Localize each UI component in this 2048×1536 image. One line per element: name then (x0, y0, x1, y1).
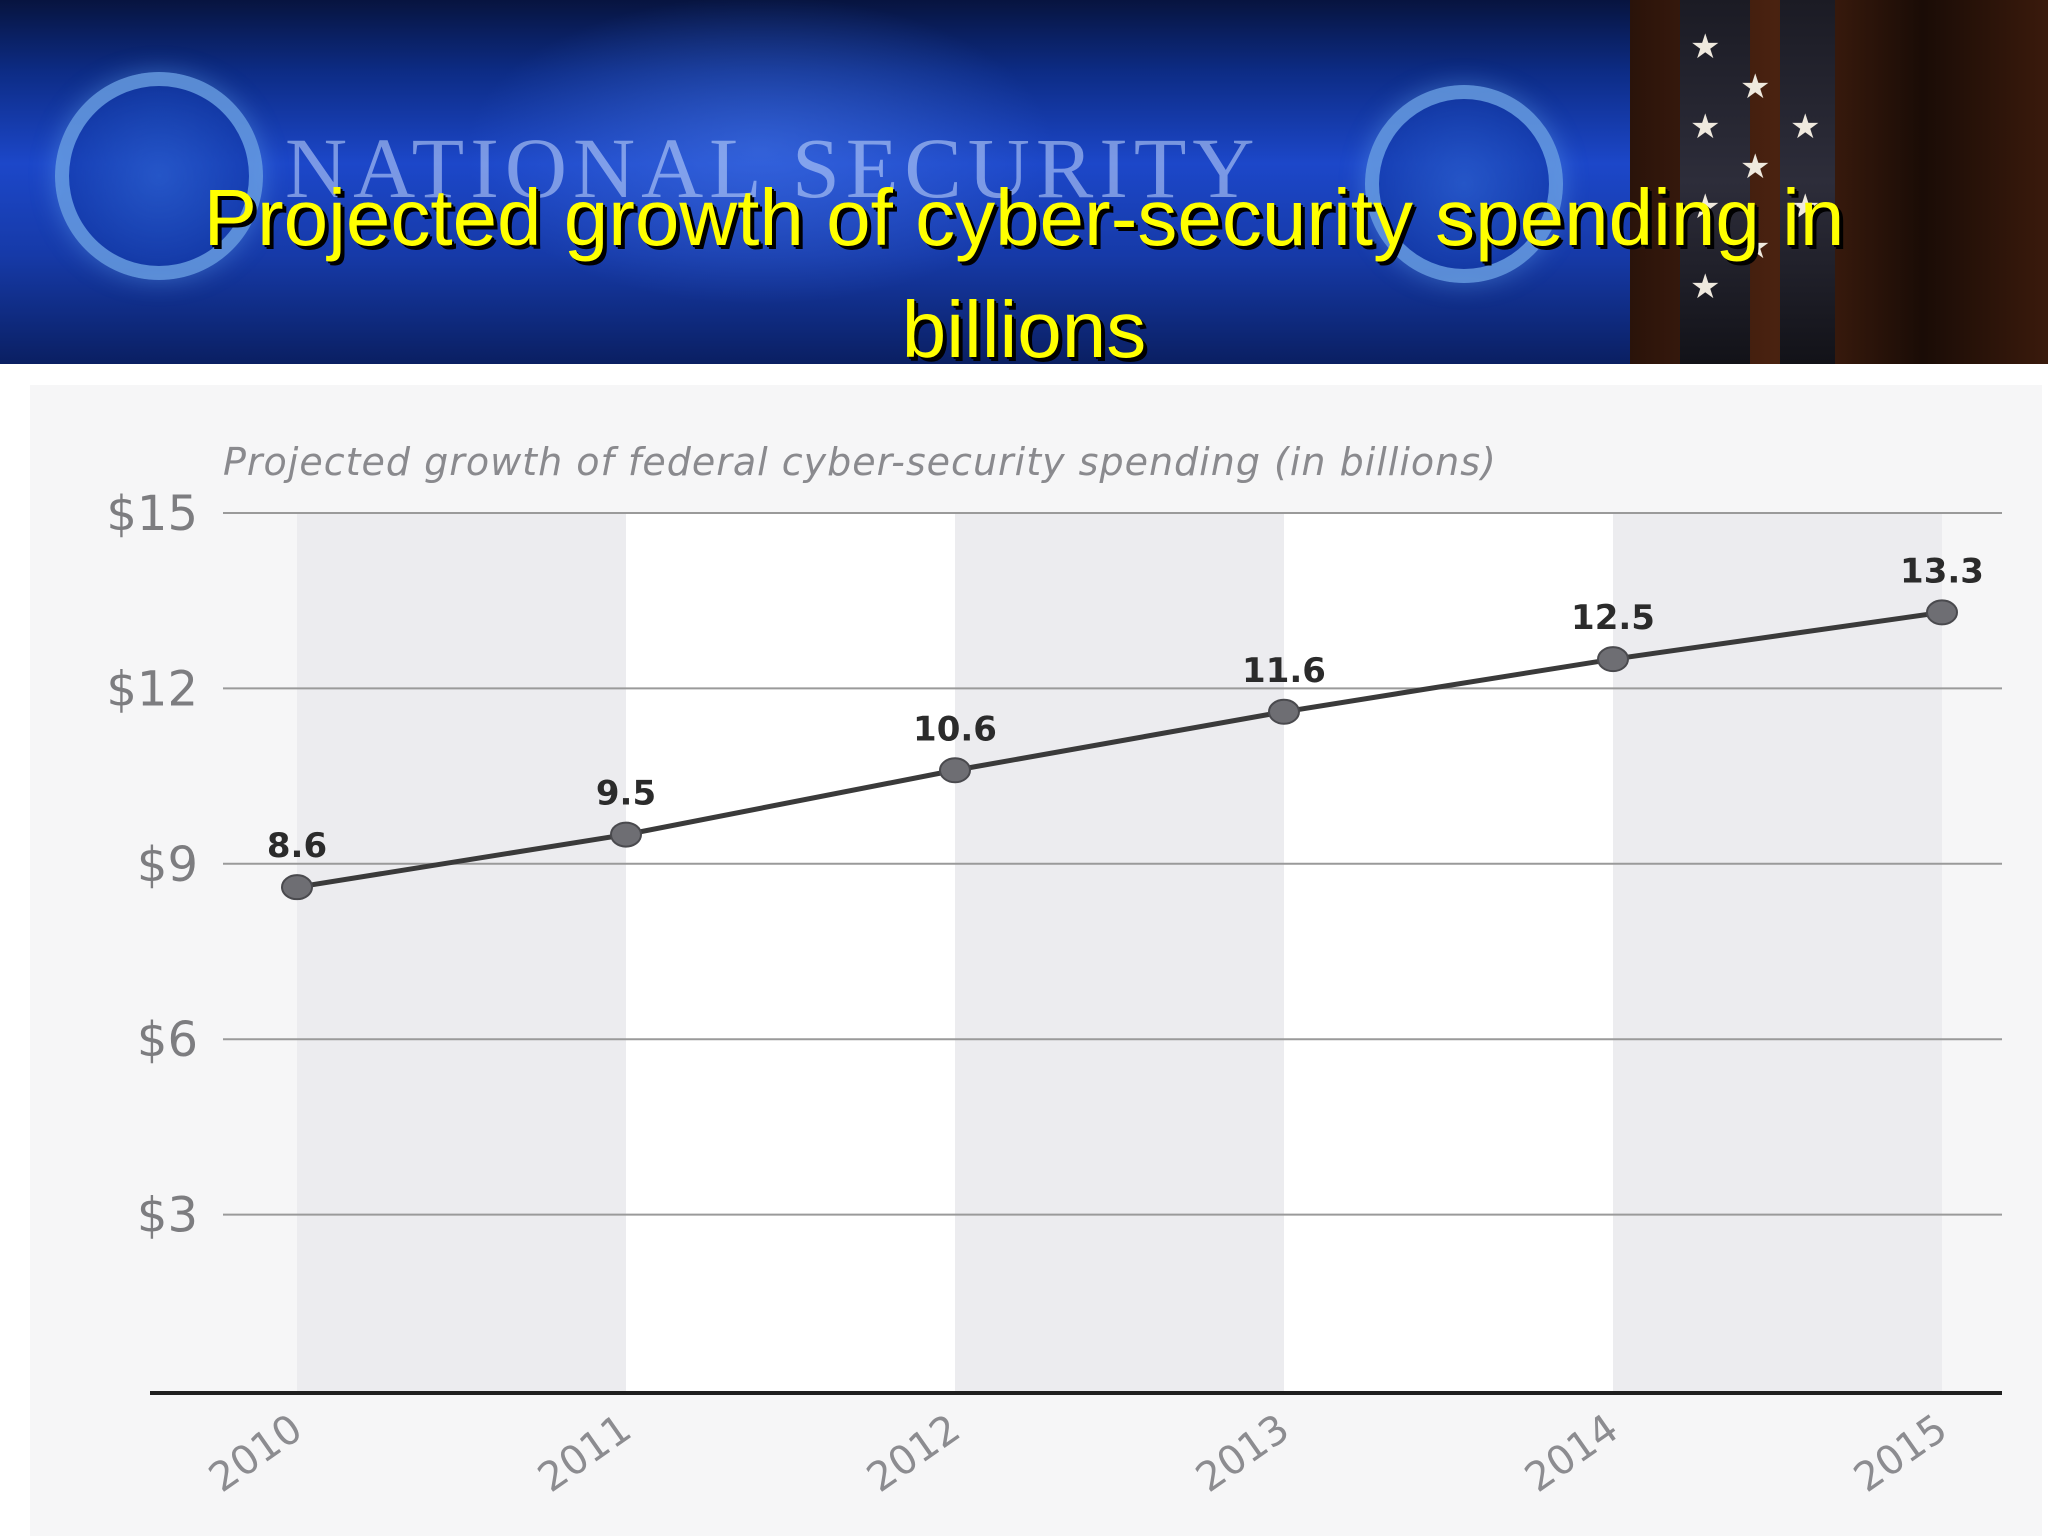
column-band (1613, 513, 1942, 1393)
line-chart: Projected growth of federal cyber-securi… (106, 440, 2002, 1502)
data-point-marker (281, 874, 313, 901)
y-tick-label: $9 (137, 837, 198, 893)
y-tick-label: $6 (137, 1012, 198, 1068)
x-tick-label: 2013 (1188, 1406, 1298, 1502)
column-band (626, 513, 955, 1393)
slide-title: Projected growth of cyber-security spend… (0, 162, 2048, 364)
data-label: 13.3 (1900, 551, 1984, 591)
flag-star-icon: ★ (1740, 227, 1771, 267)
x-axis-ticks: 2010 2011 2012 2013 2014 2015 (201, 1406, 1956, 1502)
column-bands (297, 513, 1942, 1393)
x-tick-label: 2014 (1517, 1406, 1627, 1502)
data-point-marker (939, 757, 971, 784)
column-band (1284, 513, 1613, 1393)
flag-backdrop: ★ ★ ★ ★ ★ ★ ★ ★ ★ (1630, 0, 2048, 364)
data-label: 10.6 (913, 709, 997, 749)
flag-star-icon: ★ (1740, 67, 1771, 107)
flag-star-icon: ★ (1690, 107, 1721, 147)
y-tick-label: $3 (137, 1188, 198, 1244)
gridlines (223, 512, 2002, 1216)
flag-star-icon: ★ (1690, 267, 1721, 307)
data-label: 11.6 (1242, 651, 1326, 691)
banner-background-text: NATIONAL SECURITY (285, 120, 1261, 216)
x-tick-label: 2012 (859, 1406, 969, 1502)
slide-title-line-2: billions (901, 285, 1147, 364)
data-point-marker (1926, 599, 1958, 626)
data-point-marker (1597, 646, 1629, 673)
flag-star-icon: ★ (1740, 147, 1771, 187)
y-tick-label: $12 (106, 661, 198, 717)
series-line (296, 609, 1943, 890)
y-tick-label: $15 (106, 486, 198, 542)
x-tick-label: 2010 (201, 1406, 311, 1502)
slide-title-line-1: Projected growth of cyber-security spend… (203, 173, 1845, 262)
data-point-marker (610, 821, 642, 848)
flag-star-icon: ★ (1690, 187, 1721, 227)
flag-star-icon: ★ (1790, 187, 1821, 227)
column-band (297, 513, 626, 1393)
data-label: 8.6 (267, 826, 327, 866)
x-tick-label: 2015 (1846, 1406, 1956, 1502)
column-band (955, 513, 1284, 1393)
data-labels: 8.6 9.5 10.6 11.6 12.5 13.3 (267, 551, 1984, 866)
y-axis-ticks: $3 $6 $9 $12 $15 (106, 486, 198, 1244)
x-tick-label: 2011 (530, 1406, 640, 1502)
data-label: 9.5 (596, 774, 656, 814)
data-markers (281, 599, 1958, 901)
data-label: 12.5 (1571, 598, 1655, 638)
flag-star-icon: ★ (1690, 27, 1721, 67)
header-banner: NATIONAL SECURITY ★ ★ ★ ★ ★ ★ ★ ★ ★ Proj… (0, 0, 2048, 364)
flag-star-icon: ★ (1790, 107, 1821, 147)
chart-title: Projected growth of federal cyber-securi… (223, 440, 1497, 484)
chart-panel: Projected growth of federal cyber-securi… (30, 385, 2042, 1536)
data-point-marker (1268, 698, 1300, 725)
